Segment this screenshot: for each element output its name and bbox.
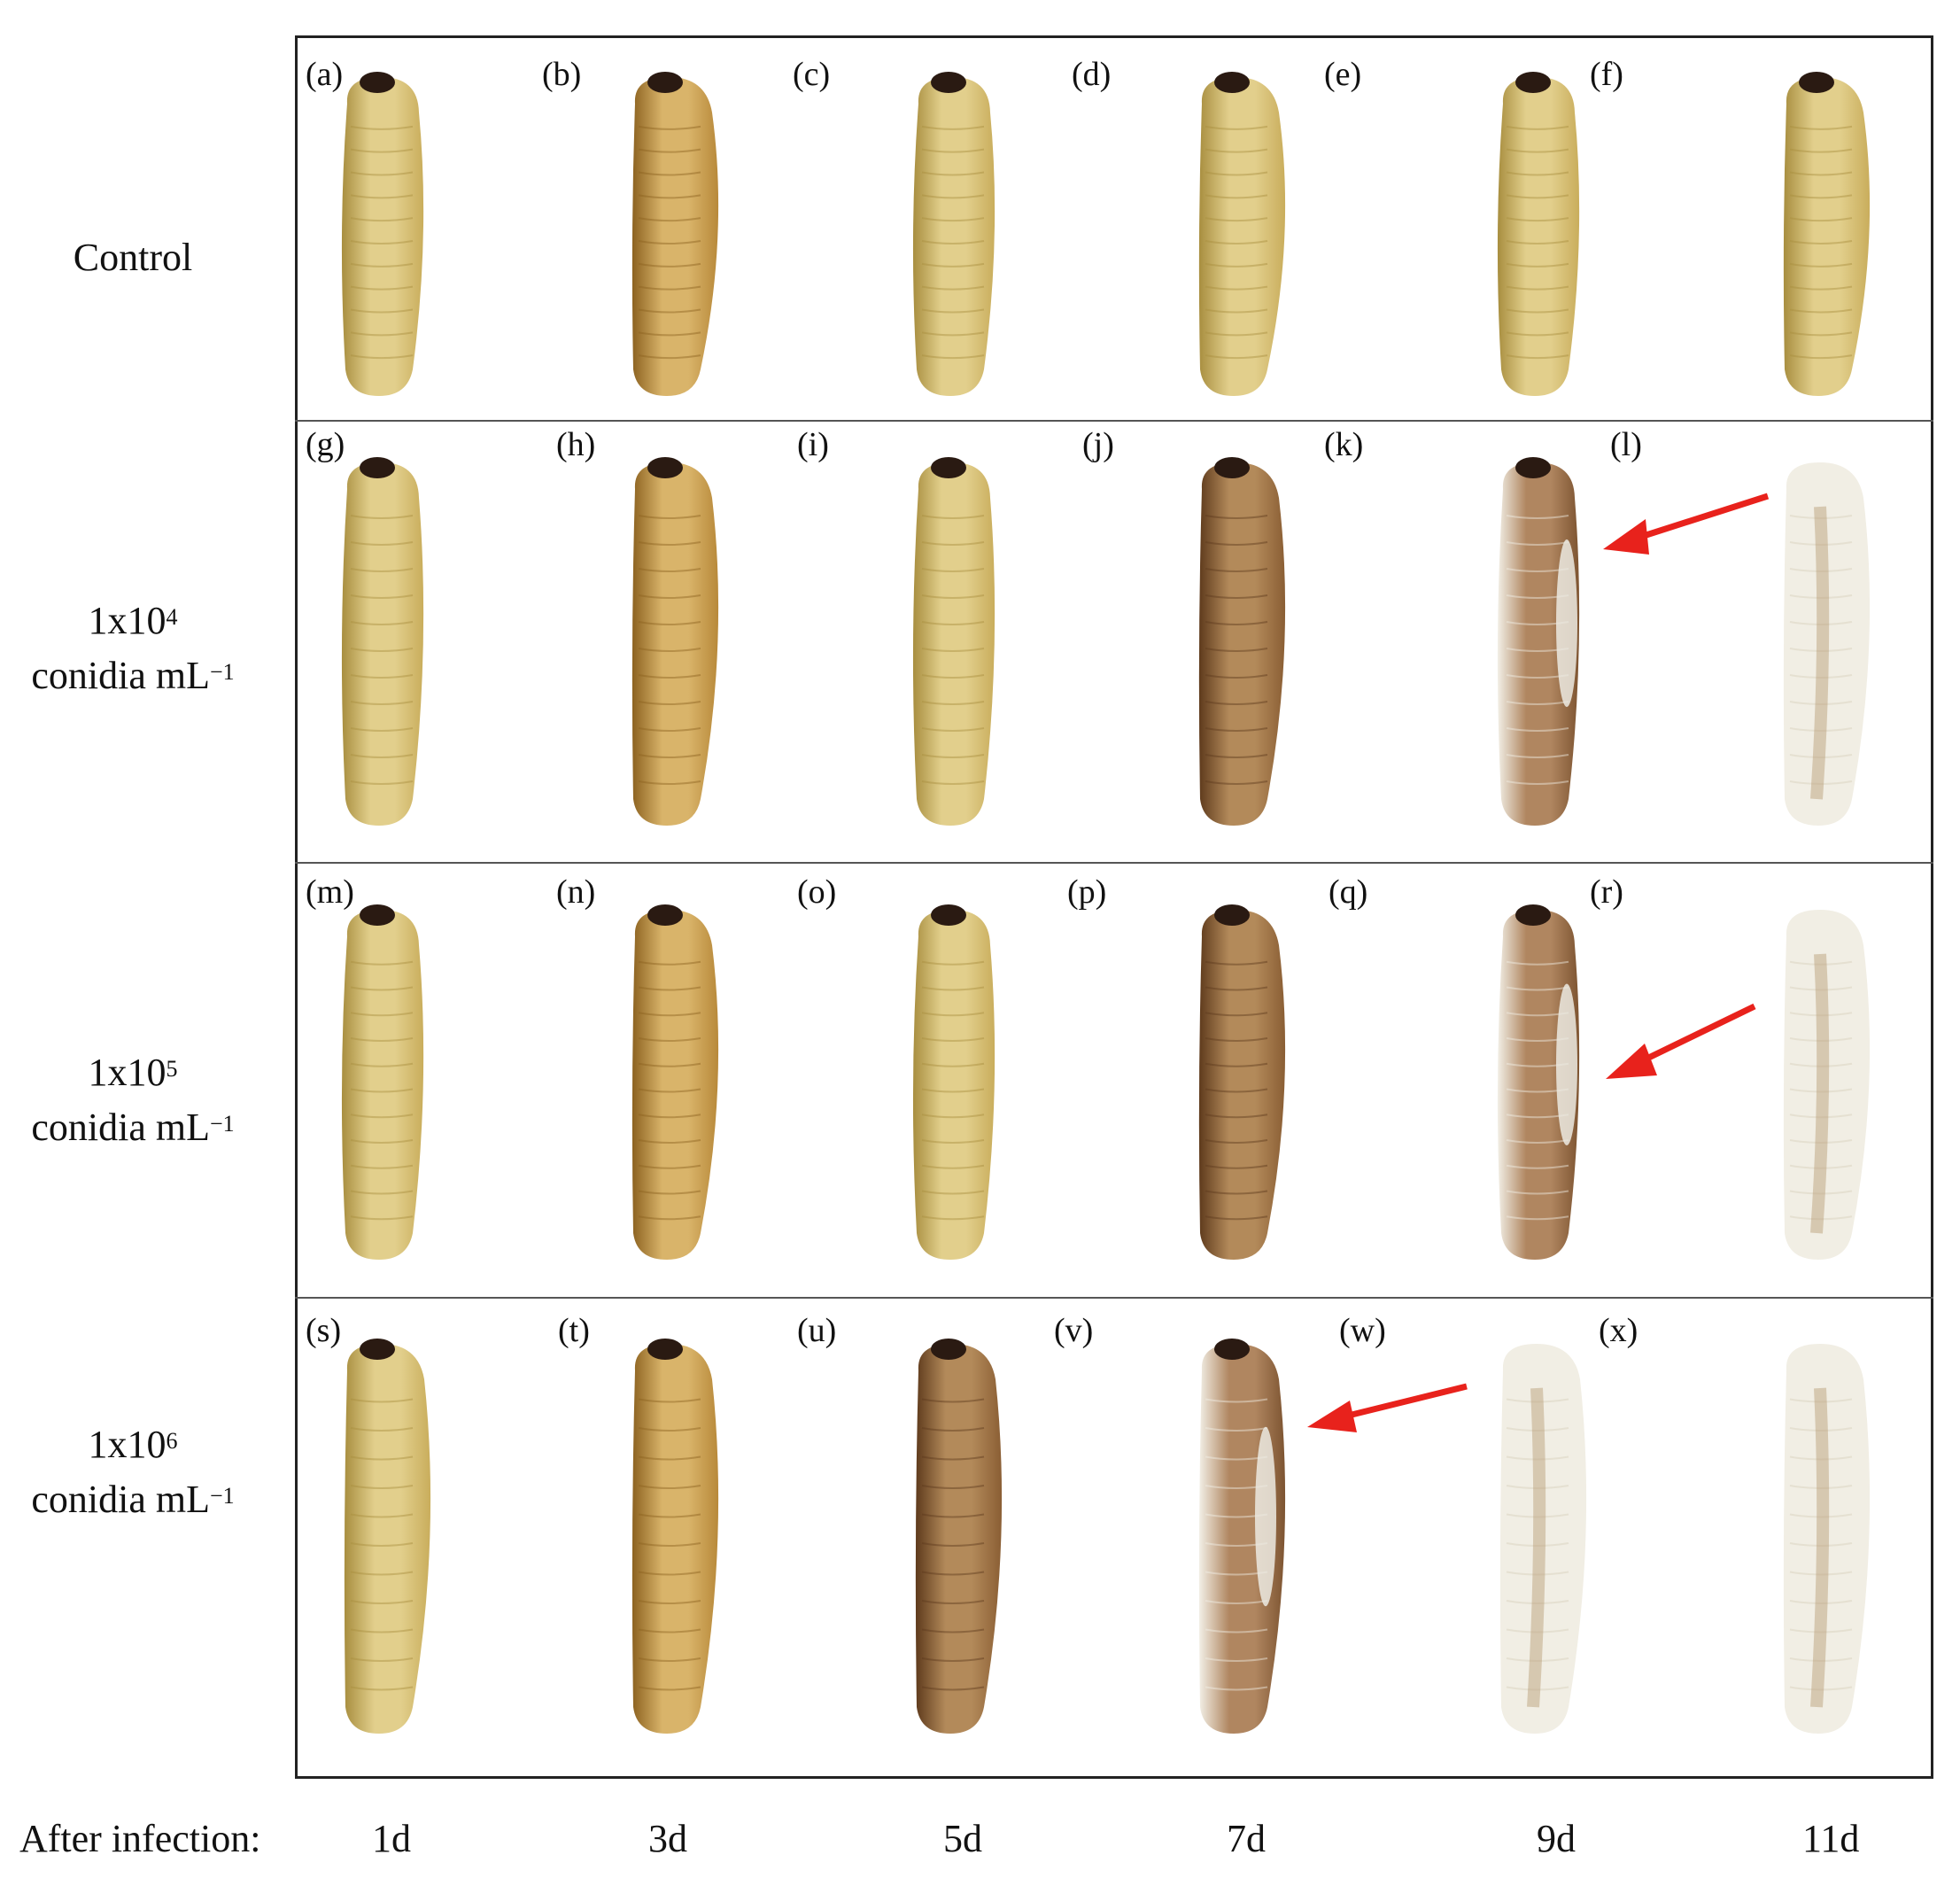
healthy-larva-icon xyxy=(886,899,1019,1267)
panel-letter-m: (m) xyxy=(306,873,354,911)
infected-larva-icon xyxy=(1169,1333,1302,1741)
healthy-larva-icon xyxy=(602,899,735,1267)
row-divider-1 xyxy=(295,420,1933,422)
row-label-1e6: 1x106 conidia mL−1 xyxy=(0,1417,266,1527)
day-label-1d: 1d xyxy=(372,1817,411,1860)
after-infection-label: After infection: xyxy=(19,1817,261,1860)
panel-letter-a: (a) xyxy=(306,56,344,93)
day-label-9d: 9d xyxy=(1537,1817,1576,1860)
mycosed-larva-icon xyxy=(1470,1333,1603,1741)
row-divider-2 xyxy=(295,862,1933,864)
day-label-3d: 3d xyxy=(648,1817,687,1860)
panel-letter-k: (k) xyxy=(1324,426,1364,463)
panel-letter-w: (w) xyxy=(1339,1312,1386,1349)
row-label-unit: conidia mL−1 xyxy=(31,1478,235,1521)
infected-larva-icon xyxy=(1169,452,1302,833)
panel-letter-r: (r) xyxy=(1590,873,1623,911)
figure-frame xyxy=(295,35,1933,1779)
healthy-larva-icon xyxy=(314,899,447,1267)
healthy-larva-icon xyxy=(1754,66,1886,403)
panel-letter-c: (c) xyxy=(793,56,831,93)
mycosed-larva-icon xyxy=(1754,452,1886,833)
row-label-text: Control xyxy=(73,236,193,279)
panel-letter-h: (h) xyxy=(556,426,596,463)
panel-letter-u: (u) xyxy=(797,1312,837,1349)
panel-letter-l: (l) xyxy=(1610,426,1642,463)
row-label-unit: conidia mL−1 xyxy=(31,654,235,697)
healthy-larva-icon xyxy=(886,452,1019,833)
panel-letter-j: (j) xyxy=(1082,426,1114,463)
panel-letter-o: (o) xyxy=(797,873,837,911)
mycosed-larva-icon xyxy=(1754,1333,1886,1741)
day-label-7d: 7d xyxy=(1227,1817,1266,1860)
panel-letter-f: (f) xyxy=(1590,56,1623,93)
panel-letter-v: (v) xyxy=(1054,1312,1094,1349)
healthy-larva-icon xyxy=(602,452,735,833)
healthy-larva-icon xyxy=(1169,66,1302,403)
mycosed-larva-icon xyxy=(1754,899,1886,1267)
panel-letter-p: (p) xyxy=(1067,873,1107,911)
row-label-control: Control xyxy=(0,230,266,285)
healthy-larva-icon xyxy=(314,66,447,403)
panel-letter-i: (i) xyxy=(797,426,829,463)
infected-larva-icon xyxy=(886,1333,1019,1741)
arrow-icon-w xyxy=(1307,1383,1468,1432)
healthy-larva-icon xyxy=(886,66,1019,403)
row-label-1e5: 1x105 conidia mL−1 xyxy=(0,1045,266,1155)
healthy-larva-icon xyxy=(602,1333,735,1741)
panel-letter-e: (e) xyxy=(1324,56,1362,93)
healthy-larva-icon xyxy=(602,66,735,403)
panel-letter-t: (t) xyxy=(558,1312,590,1349)
panel-letter-b: (b) xyxy=(542,56,582,93)
row-label-1e4: 1x104 conidia mL−1 xyxy=(0,594,266,703)
day-label-11d: 11d xyxy=(1802,1817,1860,1860)
row-label-concentration: 1x105 xyxy=(88,1051,178,1094)
panel-letter-n: (n) xyxy=(556,873,596,911)
panel-letter-x: (x) xyxy=(1599,1312,1638,1349)
healthy-larva-icon xyxy=(314,1333,447,1741)
day-label-5d: 5d xyxy=(943,1817,982,1860)
healthy-larva-icon xyxy=(1470,66,1603,403)
panel-letter-q: (q) xyxy=(1329,873,1368,911)
panel-letter-g: (g) xyxy=(306,426,345,463)
healthy-larva-icon xyxy=(314,452,447,833)
infected-larva-icon xyxy=(1169,899,1302,1267)
arrow-icon-l xyxy=(1603,493,1770,555)
row-label-unit: conidia mL−1 xyxy=(31,1106,235,1149)
panel-letter-s: (s) xyxy=(306,1312,342,1349)
row-label-concentration: 1x106 xyxy=(88,1423,178,1466)
arrow-icon-r xyxy=(1606,1003,1756,1079)
infected-larva-icon xyxy=(1470,452,1603,833)
row-divider-3 xyxy=(295,1297,1933,1299)
row-label-concentration: 1x104 xyxy=(88,599,178,642)
infected-larva-icon xyxy=(1470,899,1603,1267)
panel-letter-d: (d) xyxy=(1072,56,1112,93)
